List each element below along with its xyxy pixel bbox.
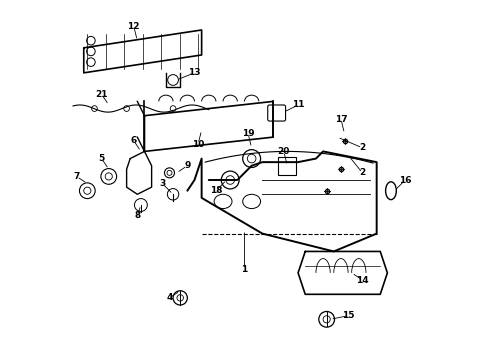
Text: 2: 2: [359, 143, 365, 152]
Text: 2: 2: [359, 168, 365, 177]
Text: 9: 9: [184, 161, 190, 170]
Text: 7: 7: [73, 172, 80, 181]
Text: 3: 3: [159, 179, 165, 188]
Text: 1: 1: [241, 265, 247, 274]
Text: 11: 11: [291, 100, 304, 109]
Text: 20: 20: [277, 147, 289, 156]
Text: 5: 5: [98, 154, 104, 163]
Text: 18: 18: [209, 186, 222, 195]
Text: 21: 21: [95, 90, 108, 99]
Text: 6: 6: [130, 136, 137, 145]
Text: 10: 10: [191, 140, 204, 149]
Text: 19: 19: [241, 129, 254, 138]
Text: 13: 13: [188, 68, 201, 77]
Text: 12: 12: [127, 22, 140, 31]
Text: 4: 4: [166, 293, 172, 302]
Text: 16: 16: [398, 176, 411, 185]
Text: 8: 8: [134, 211, 140, 220]
Text: 17: 17: [334, 115, 346, 124]
Text: 15: 15: [341, 311, 354, 320]
Text: 14: 14: [355, 275, 368, 284]
